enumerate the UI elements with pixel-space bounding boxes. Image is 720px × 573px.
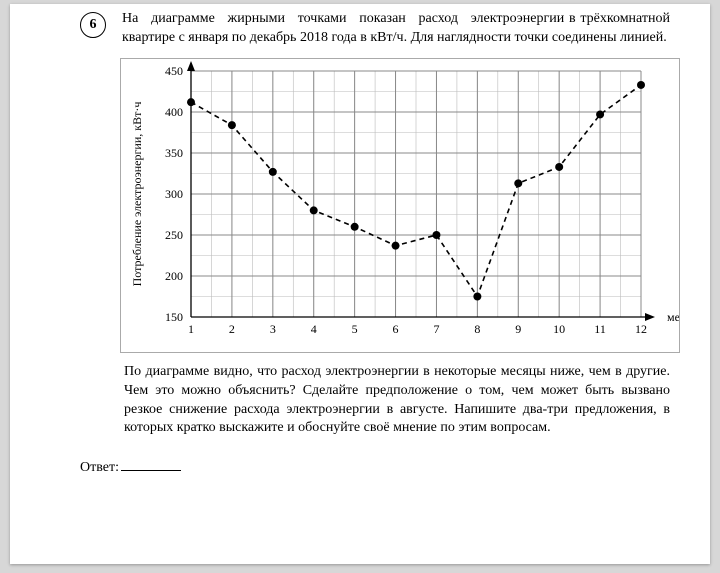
svg-text:250: 250 bbox=[165, 228, 183, 242]
answer-blank[interactable] bbox=[121, 456, 181, 471]
problem-header-row: 6 На диаграмме жирными точками показан р… bbox=[20, 10, 700, 48]
question-number: 6 bbox=[90, 17, 97, 33]
svg-text:150: 150 bbox=[165, 310, 183, 324]
svg-text:2: 2 bbox=[229, 322, 235, 336]
chart-svg: 150200250300350400450123456789101112Потр… bbox=[121, 59, 679, 352]
answer-label: Ответ: bbox=[80, 460, 119, 475]
svg-text:7: 7 bbox=[433, 322, 439, 336]
svg-text:400: 400 bbox=[165, 105, 183, 119]
svg-text:350: 350 bbox=[165, 146, 183, 160]
svg-text:6: 6 bbox=[393, 322, 399, 336]
svg-text:11: 11 bbox=[594, 322, 606, 336]
svg-text:5: 5 bbox=[352, 322, 358, 336]
electricity-chart: 150200250300350400450123456789101112Потр… bbox=[120, 58, 680, 353]
answer-line: Ответ: bbox=[80, 456, 700, 476]
svg-text:300: 300 bbox=[165, 187, 183, 201]
problem-after-text: По диаграмме видно, что расход электроэн… bbox=[124, 363, 670, 439]
svg-text:200: 200 bbox=[165, 269, 183, 283]
intro-line1: На диаграмме жирными точками показан рас… bbox=[122, 11, 564, 26]
svg-text:12: 12 bbox=[635, 322, 647, 336]
svg-text:1: 1 bbox=[188, 322, 194, 336]
page: 6 На диаграмме жирными точками показан р… bbox=[10, 4, 710, 564]
svg-text:9: 9 bbox=[515, 322, 521, 336]
svg-text:450: 450 bbox=[165, 64, 183, 78]
svg-text:Потребление электроэнергии, кВ: Потребление электроэнергии, кВт·ч bbox=[130, 101, 144, 286]
svg-text:3: 3 bbox=[270, 322, 276, 336]
svg-text:10: 10 bbox=[553, 322, 565, 336]
question-number-circle: 6 bbox=[80, 12, 106, 38]
svg-text:месяц: месяц bbox=[667, 310, 679, 324]
svg-text:8: 8 bbox=[474, 322, 480, 336]
svg-text:4: 4 bbox=[311, 322, 317, 336]
problem-intro-text: На диаграмме жирными точками показан рас… bbox=[122, 10, 700, 48]
